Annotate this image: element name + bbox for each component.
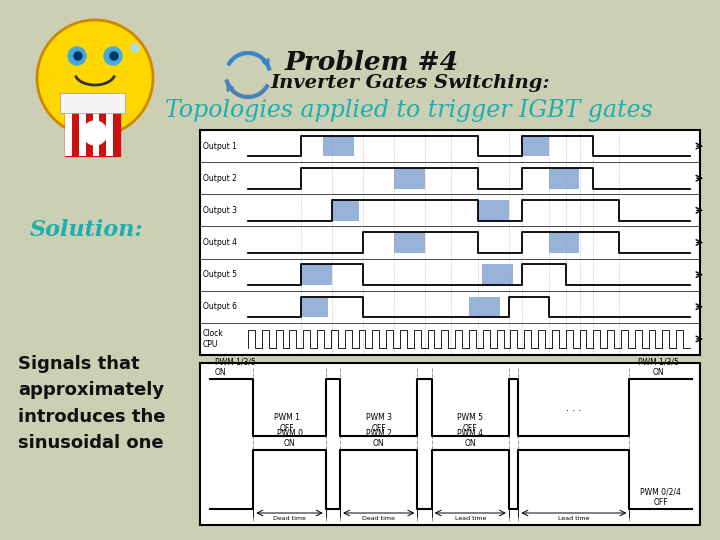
- Text: Signals that
approximately
introduces the
sinusoidal one: Signals that approximately introduces th…: [18, 355, 166, 452]
- Bar: [482, 265, 513, 285]
- Bar: [469, 296, 500, 317]
- Text: PWM 3
OFF: PWM 3 OFF: [366, 414, 392, 433]
- Circle shape: [131, 44, 139, 52]
- Text: PWM 1/3/5
ON: PWM 1/3/5 ON: [638, 358, 679, 377]
- Bar: [301, 296, 328, 317]
- Text: Lead time: Lead time: [558, 516, 590, 521]
- Text: PWM 2
ON: PWM 2 ON: [366, 429, 392, 449]
- Text: Output 1: Output 1: [203, 141, 237, 151]
- Bar: [394, 232, 425, 253]
- Bar: [323, 136, 354, 157]
- Bar: [394, 168, 425, 188]
- Bar: [65, 108, 120, 156]
- Text: PWM 4
ON: PWM 4 ON: [457, 429, 483, 449]
- Bar: [92, 108, 99, 156]
- Bar: [200, 363, 700, 525]
- Text: Dead time: Dead time: [362, 516, 395, 521]
- Bar: [200, 130, 700, 355]
- Bar: [301, 265, 332, 285]
- Bar: [65, 108, 72, 156]
- Text: PWM 0
ON: PWM 0 ON: [276, 429, 302, 449]
- Text: Output 2: Output 2: [203, 174, 237, 183]
- Text: PWM 5
OFF: PWM 5 OFF: [457, 414, 483, 433]
- Text: Solution:: Solution:: [30, 219, 143, 241]
- Text: Output 4: Output 4: [203, 238, 237, 247]
- Bar: [332, 200, 359, 221]
- Bar: [107, 108, 113, 156]
- Text: Lead time: Lead time: [454, 516, 486, 521]
- Bar: [60, 93, 125, 113]
- Text: Output 3: Output 3: [203, 206, 237, 215]
- Bar: [549, 168, 580, 188]
- Circle shape: [68, 47, 86, 65]
- Bar: [78, 108, 86, 156]
- Text: Dead time: Dead time: [273, 516, 306, 521]
- Text: Inverter Gates Switching:: Inverter Gates Switching:: [270, 74, 549, 92]
- Circle shape: [83, 121, 107, 145]
- Bar: [522, 136, 549, 157]
- Text: PWM 1
OFF: PWM 1 OFF: [274, 414, 300, 433]
- Text: Clock
CPU: Clock CPU: [203, 329, 224, 349]
- Text: . . .: . . .: [567, 402, 582, 413]
- Circle shape: [104, 47, 122, 65]
- Circle shape: [74, 52, 82, 60]
- Circle shape: [110, 52, 118, 60]
- Text: Problem #4: Problem #4: [285, 50, 459, 75]
- Text: Topologies applied to trigger IGBT gates: Topologies applied to trigger IGBT gates: [165, 98, 653, 122]
- Bar: [549, 232, 580, 253]
- Text: Output 5: Output 5: [203, 270, 237, 279]
- Circle shape: [37, 20, 153, 136]
- Text: PWM 0/2/4
OFF: PWM 0/2/4 OFF: [640, 488, 681, 507]
- Text: PWM 1/3/5
ON: PWM 1/3/5 ON: [215, 358, 256, 377]
- Bar: [478, 200, 509, 221]
- Text: Output 6: Output 6: [203, 302, 237, 311]
